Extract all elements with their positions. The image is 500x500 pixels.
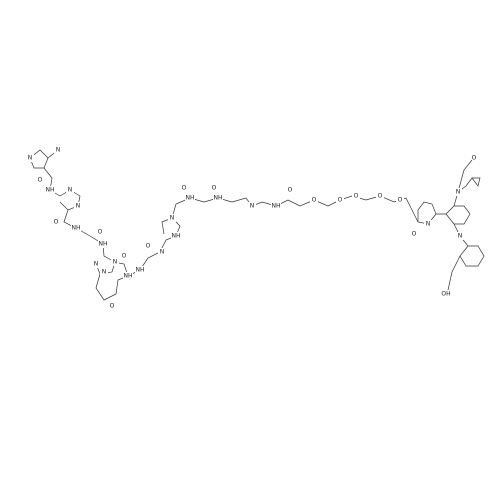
atom-label: NH bbox=[214, 195, 223, 202]
atom-label: O bbox=[312, 197, 317, 204]
atom-label: N bbox=[113, 259, 118, 266]
atom-label: O bbox=[354, 193, 359, 200]
atom-label: O bbox=[338, 197, 343, 204]
atom-label: N bbox=[458, 233, 463, 240]
atom-label: N bbox=[76, 203, 81, 210]
atom-label: OH bbox=[441, 291, 450, 298]
atom-label: N bbox=[102, 269, 107, 276]
atom-label: O bbox=[110, 303, 115, 310]
atom-label: NH bbox=[99, 241, 108, 248]
atom-label: O bbox=[38, 177, 43, 184]
atom-label: NH bbox=[46, 187, 55, 194]
atom-label: O bbox=[54, 219, 59, 226]
atom-label: O bbox=[212, 185, 217, 192]
atom-label: N bbox=[250, 203, 255, 210]
atom-label: N bbox=[160, 249, 165, 256]
atom-label: O bbox=[146, 243, 151, 250]
atom-label: N bbox=[28, 155, 33, 162]
atom-label: NH bbox=[124, 273, 133, 280]
atom-label: N bbox=[56, 147, 61, 154]
atom-label: O bbox=[378, 193, 383, 200]
atom-label: O bbox=[122, 253, 127, 260]
atom-label: NH bbox=[136, 267, 145, 274]
atom-labels: N N O NH N N O NH O NH N N O NH N N NH O… bbox=[26, 146, 477, 310]
atom-label: O bbox=[288, 187, 293, 194]
atom-label: O bbox=[412, 231, 417, 238]
atom-label: O bbox=[472, 155, 477, 162]
atom-label: N bbox=[456, 189, 461, 196]
atom-label: O bbox=[398, 197, 403, 204]
atom-label: NH bbox=[186, 195, 195, 202]
atom-label: N bbox=[170, 215, 175, 222]
atom-label: N bbox=[426, 221, 431, 228]
atom-label: NH bbox=[172, 233, 181, 240]
atom-label: N bbox=[68, 187, 73, 194]
atom-label: O bbox=[98, 229, 103, 236]
atom-label: O bbox=[182, 185, 187, 192]
atom-label: NH bbox=[272, 203, 281, 210]
atom-label: NH bbox=[72, 225, 81, 232]
atom-label: N bbox=[94, 261, 99, 268]
